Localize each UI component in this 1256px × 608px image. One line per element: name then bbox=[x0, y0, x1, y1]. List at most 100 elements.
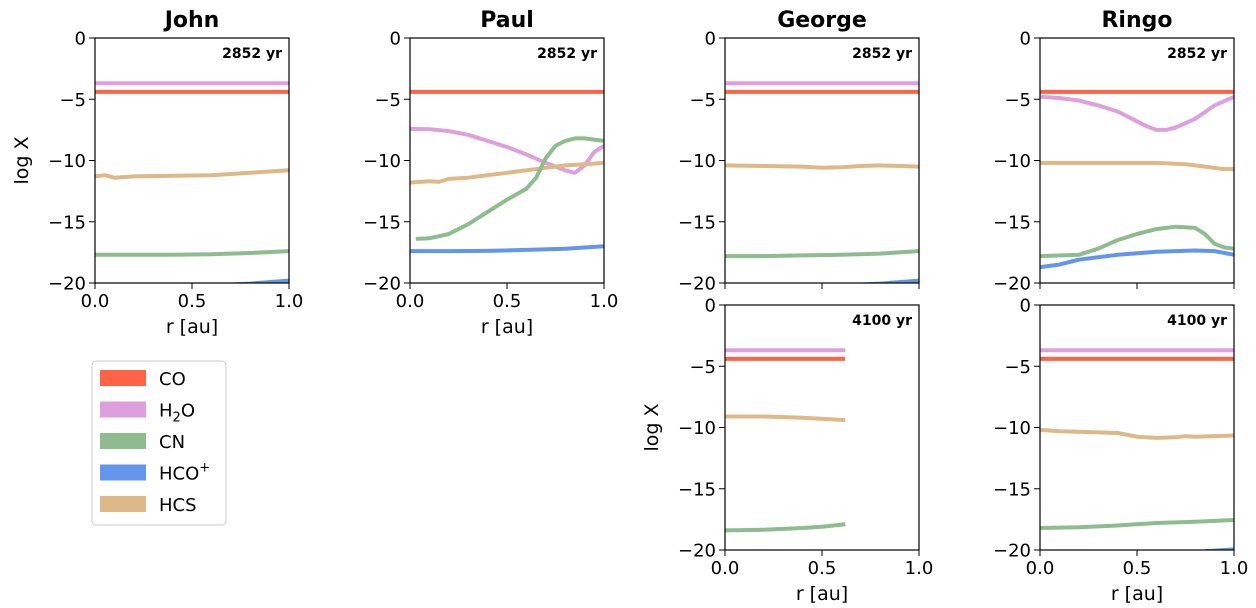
legend-swatch-h2o bbox=[100, 401, 146, 418]
y-tick-label: −20 bbox=[993, 541, 1031, 562]
legend-label-hcs: HCS bbox=[159, 495, 197, 516]
y-tick-label: −15 bbox=[363, 212, 401, 233]
time-annotation: 4100 yr bbox=[1167, 313, 1227, 329]
legend-swatch-cn bbox=[100, 433, 146, 449]
series-group bbox=[725, 348, 846, 533]
y-tick-label: −20 bbox=[993, 274, 1031, 295]
time-annotation: 2852 yr bbox=[222, 46, 282, 62]
x-axis-label: r [au] bbox=[481, 316, 533, 338]
plot-frame bbox=[1039, 37, 1235, 284]
series-line-hco bbox=[410, 244, 604, 254]
x-tick-label: 0.5 bbox=[493, 291, 522, 312]
time-annotation: 2852 yr bbox=[1167, 46, 1227, 62]
series-line-hcs bbox=[725, 414, 846, 423]
plot-frame bbox=[1039, 304, 1235, 551]
x-axis-label: r [au] bbox=[166, 316, 218, 338]
x-tick-label: 0.5 bbox=[1123, 558, 1152, 579]
y-tick-label: 0 bbox=[390, 29, 401, 50]
y-tick-label: −5 bbox=[59, 90, 86, 111]
series-line-h2o bbox=[1040, 94, 1234, 132]
legend-label-cn: CN bbox=[159, 432, 185, 453]
panel-title: Paul bbox=[480, 8, 534, 33]
series-line-hcs bbox=[410, 160, 604, 185]
x-tick-label: 0.0 bbox=[1026, 558, 1055, 579]
y-tick-label: 0 bbox=[1020, 296, 1031, 317]
panel-title: Ringo bbox=[1101, 8, 1172, 33]
y-tick-label: −10 bbox=[993, 151, 1031, 172]
series-line-hcs bbox=[1040, 160, 1234, 172]
time-annotation: 4100 yr bbox=[852, 313, 912, 329]
series-line-hcs bbox=[725, 163, 919, 170]
y-tick-label: 0 bbox=[75, 29, 86, 50]
legend-label-hco: HCO+ bbox=[159, 461, 210, 485]
series-line-hco bbox=[849, 278, 919, 283]
y-tick-label: −15 bbox=[678, 212, 716, 233]
time-annotation: 2852 yr bbox=[852, 46, 912, 62]
legend-swatch-co bbox=[100, 370, 146, 386]
y-tick-label: 0 bbox=[705, 296, 716, 317]
plot-frame bbox=[724, 37, 920, 284]
series-line-cn bbox=[725, 522, 846, 533]
plot-frame bbox=[724, 304, 920, 551]
y-tick-label: −20 bbox=[363, 274, 401, 295]
y-tick-label: −15 bbox=[678, 479, 716, 500]
x-axis-label: r [au] bbox=[796, 583, 848, 605]
y-axis-label: log X bbox=[641, 403, 663, 451]
series-group bbox=[410, 89, 604, 254]
y-tick-label: −10 bbox=[678, 418, 716, 439]
x-tick-label: 0.0 bbox=[711, 558, 740, 579]
series-line-cn bbox=[725, 249, 919, 259]
y-tick-label: −15 bbox=[993, 479, 1031, 500]
legend: CO H2O CN HCO+ HCS bbox=[91, 360, 227, 526]
y-tick-label: −15 bbox=[48, 212, 86, 233]
y-tick-label: −20 bbox=[678, 541, 716, 562]
series-group bbox=[1040, 348, 1234, 550]
panel-4: 0 −5 −10 −15 −200.0 0.5 1.0 4100 yr r [au] log X bbox=[641, 296, 933, 606]
panel-title: John bbox=[163, 8, 220, 33]
x-tick-label: 1.0 bbox=[275, 291, 304, 312]
x-tick-label: 1.0 bbox=[905, 558, 934, 579]
legend-label-h2o: H2O bbox=[159, 401, 195, 426]
legend-swatch-hco bbox=[100, 464, 146, 481]
x-tick-label: 0.5 bbox=[178, 291, 207, 312]
y-tick-label: −20 bbox=[48, 274, 86, 295]
y-tick-label: −10 bbox=[678, 151, 716, 172]
series-group bbox=[95, 81, 289, 283]
legend-swatch-hcs bbox=[100, 496, 146, 512]
time-annotation: 2852 yr bbox=[537, 46, 597, 62]
series-group bbox=[1040, 89, 1234, 270]
plot-frame bbox=[94, 37, 290, 284]
panel-3: 0 −5 −10 −15 −20 Ringo 2852 yr bbox=[993, 8, 1235, 295]
y-tick-label: −5 bbox=[1004, 90, 1031, 111]
y-tick-label: −5 bbox=[689, 90, 716, 111]
series-line-cn bbox=[1040, 518, 1234, 530]
x-tick-label: 0.5 bbox=[808, 558, 837, 579]
y-tick-label: −15 bbox=[993, 212, 1031, 233]
y-axis-label: log X bbox=[11, 136, 33, 184]
y-tick-label: 0 bbox=[1020, 29, 1031, 50]
panel-title: George bbox=[777, 8, 867, 33]
y-tick-label: −10 bbox=[363, 151, 401, 172]
series-line-hcs bbox=[1040, 427, 1234, 440]
y-tick-label: −20 bbox=[678, 274, 716, 295]
series-line-hco bbox=[1040, 248, 1234, 270]
series-line-cn bbox=[1040, 224, 1234, 259]
series-group bbox=[725, 81, 919, 283]
panel-2: 0 −5 −10 −15 −20 George 2852 yr bbox=[678, 8, 920, 295]
series-line-hco bbox=[219, 278, 289, 283]
series-line-cn bbox=[415, 136, 604, 241]
y-tick-label: −5 bbox=[374, 90, 401, 111]
x-tick-label: 1.0 bbox=[590, 291, 619, 312]
series-line-hcs bbox=[95, 168, 289, 180]
legend-label-co: CO bbox=[159, 369, 186, 390]
series-line-cn bbox=[95, 249, 289, 257]
y-tick-label: −10 bbox=[48, 151, 86, 172]
x-tick-label: 0.0 bbox=[81, 291, 110, 312]
y-tick-label: −5 bbox=[689, 357, 716, 378]
x-tick-label: 0.0 bbox=[396, 291, 425, 312]
panel-5: 0 −5 −10 −15 −200.0 0.5 1.0 4100 yr r [au] bbox=[993, 296, 1248, 606]
x-tick-label: 1.0 bbox=[1220, 558, 1249, 579]
